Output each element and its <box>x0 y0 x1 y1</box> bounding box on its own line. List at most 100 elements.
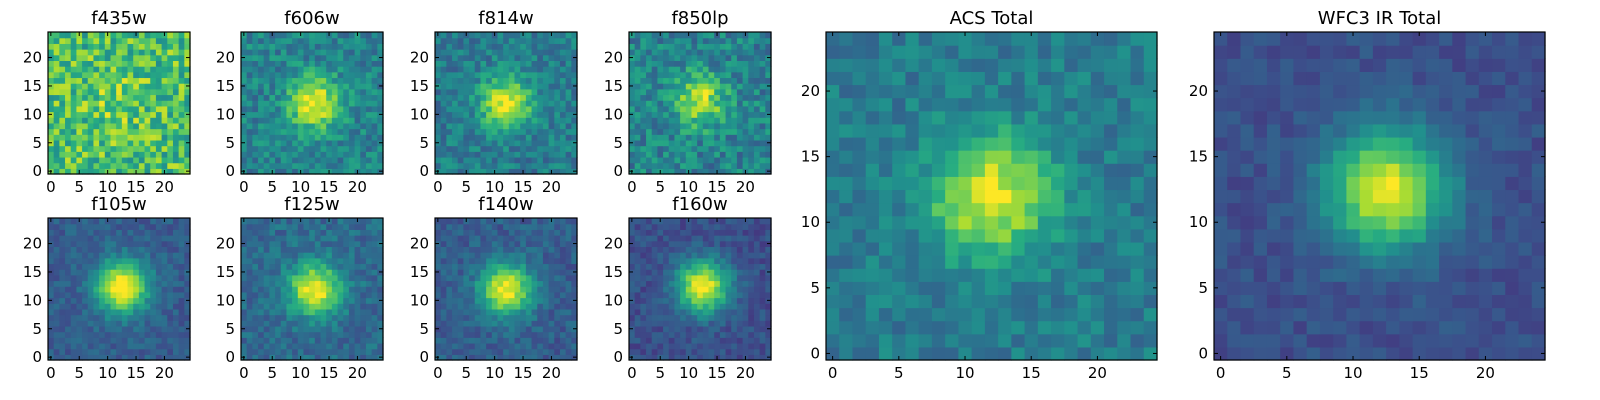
heatmap-cell <box>110 246 117 253</box>
heatmap-cell <box>150 218 157 225</box>
heatmap-cell <box>150 331 157 338</box>
heatmap-cell <box>748 134 755 141</box>
heatmap-cell <box>65 151 72 158</box>
heatmap-cell <box>53 94 60 101</box>
heatmap-cell <box>110 37 117 44</box>
heatmap-cell <box>348 303 356 310</box>
heatmap-cell <box>634 139 641 147</box>
heatmap-cell <box>474 235 482 242</box>
heatmap-cell <box>161 105 168 113</box>
heatmap-cell <box>525 269 533 276</box>
heatmap-cell <box>99 325 106 333</box>
heatmap-cell <box>121 291 129 299</box>
heatmap-cell <box>104 151 112 158</box>
heatmap-cell <box>685 88 693 96</box>
heatmap-cell <box>348 162 356 169</box>
heatmap-cell <box>731 145 738 152</box>
heatmap-cell <box>258 145 265 152</box>
heatmap-cell <box>469 291 476 299</box>
heatmap-cell <box>309 240 316 247</box>
heatmap-cell <box>474 229 482 236</box>
heatmap-cell <box>520 117 527 124</box>
heatmap-cell <box>178 263 185 270</box>
heatmap-cell <box>554 54 561 61</box>
heatmap-cell <box>53 223 60 230</box>
heatmap-cell <box>87 128 95 135</box>
heatmap-cell <box>172 240 180 247</box>
heatmap-cell <box>491 100 499 107</box>
y-tick-label: 10 <box>23 105 42 123</box>
heatmap-cell <box>697 286 704 293</box>
heatmap-cell <box>99 100 106 107</box>
heatmap-cell <box>70 218 77 225</box>
heatmap-cell <box>457 122 464 130</box>
heatmap-cell <box>497 49 504 56</box>
heatmap-cell <box>269 151 276 158</box>
heatmap-cell <box>480 117 487 124</box>
heatmap-cell <box>440 354 447 361</box>
heatmap-cell <box>708 66 715 73</box>
heatmap-cell <box>651 77 658 84</box>
heatmap-cell <box>559 111 567 118</box>
heatmap-cell <box>144 117 151 124</box>
heatmap-cell <box>491 252 499 259</box>
heatmap-cell <box>697 105 704 113</box>
heatmap-cell <box>377 49 384 56</box>
heatmap-cell <box>93 156 100 164</box>
heatmap-cell <box>144 139 151 147</box>
heatmap-cell <box>537 274 544 282</box>
heatmap-cell <box>542 100 550 107</box>
heatmap-cell <box>138 105 146 113</box>
heatmap-cell <box>565 263 572 270</box>
heatmap-cell <box>258 156 265 164</box>
heatmap-cell <box>53 308 60 316</box>
heatmap-cell <box>354 100 361 107</box>
x-tick-label: 20 <box>348 364 367 382</box>
heatmap-cell <box>150 111 157 118</box>
heatmap-cell <box>674 43 681 50</box>
heatmap-cell <box>435 252 442 259</box>
heatmap-cell <box>144 348 151 355</box>
heatmap-cell <box>452 162 459 169</box>
heatmap-cell <box>326 43 333 50</box>
heatmap-cell <box>110 320 117 327</box>
heatmap-cell <box>121 105 129 113</box>
heatmap-cell <box>440 111 447 118</box>
heatmap-cell <box>663 145 670 152</box>
heatmap-cell <box>634 274 641 282</box>
heatmap-cell <box>320 354 327 361</box>
heatmap-cell <box>753 111 761 118</box>
heatmap-cell <box>155 151 163 158</box>
heatmap-cell <box>320 128 327 135</box>
heatmap-cell <box>161 94 168 101</box>
heatmap-cell <box>525 139 533 147</box>
heatmap-cell <box>178 49 185 56</box>
heatmap-cell <box>435 134 442 141</box>
heatmap-cell <box>565 66 572 73</box>
heatmap-cell <box>172 314 180 321</box>
heatmap-cell <box>65 32 72 39</box>
heatmap-cell <box>331 354 339 361</box>
heatmap-cell <box>314 71 322 79</box>
heatmap-cell <box>629 43 636 50</box>
heatmap-cell <box>48 145 55 152</box>
heatmap-cell <box>326 162 333 169</box>
heatmap-cell <box>252 240 259 247</box>
heatmap-cell <box>640 111 647 118</box>
heatmap-cell <box>571 134 578 141</box>
heatmap-cell <box>331 235 339 242</box>
heatmap-cell <box>474 274 482 282</box>
heatmap-cell <box>178 77 185 84</box>
heatmap-cell <box>646 342 653 350</box>
heatmap-cell <box>497 145 504 152</box>
heatmap-cell <box>252 223 259 230</box>
heatmap-cell <box>53 105 60 113</box>
heatmap-cell <box>520 139 527 147</box>
heatmap-cell <box>474 280 482 287</box>
heatmap-cell <box>537 162 544 169</box>
heatmap-cell <box>104 286 112 293</box>
heatmap-cell <box>138 263 146 270</box>
heatmap-cell <box>697 66 704 73</box>
heatmap-cell <box>486 286 493 293</box>
heatmap-cell <box>263 151 270 158</box>
